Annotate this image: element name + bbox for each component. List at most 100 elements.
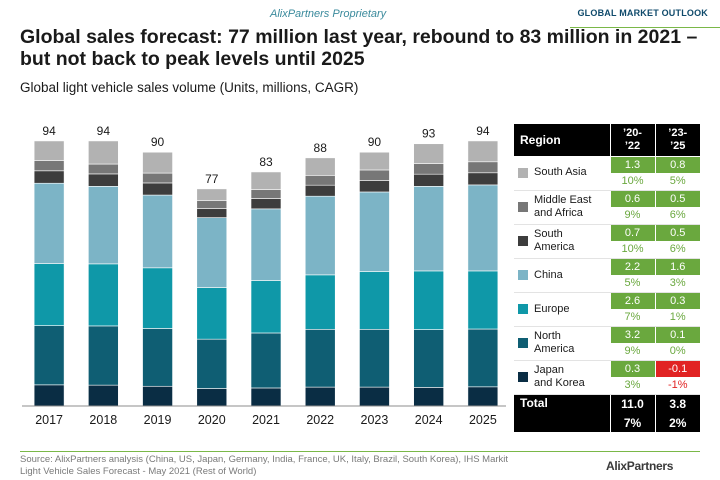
bar-segment: [88, 173, 119, 187]
cagr-cell: 3%: [609, 377, 655, 395]
volume-change-cell: -0.1: [654, 359, 700, 377]
period-1-line-1: ’20-: [623, 126, 642, 139]
region-name-line-1: Middle East: [534, 194, 592, 206]
bar-segment: [304, 184, 336, 197]
bar-segment: [359, 386, 390, 407]
source-line-1: Source: AlixPartners analysis (China, US…: [20, 454, 509, 465]
bar-segment: [250, 189, 282, 199]
legend-swatch: [518, 167, 528, 178]
total-label: Total: [514, 394, 610, 432]
alixpartners-logo: AlixPartners: [606, 459, 674, 473]
region-row-values: Middle East and Africa 0.6 0.5: [514, 189, 700, 225]
bar-total-label: 93: [422, 127, 436, 141]
bar-segment: [467, 270, 499, 330]
bar-segment: [33, 325, 65, 386]
region-table: Region ’20- ’22 ’23- ’25 South Asia 1.3 0.8 1…: [514, 124, 700, 432]
bar-segment: [304, 386, 336, 407]
bar-segment: [304, 328, 336, 388]
bar-total-label: 90: [368, 135, 382, 149]
bar-segment: [467, 328, 499, 388]
region-name-line-1: South Asia: [534, 166, 587, 179]
volume-change-cell: 0.5: [654, 223, 700, 241]
cagr-cell: 6%: [654, 241, 700, 259]
region-row-values: North America 3.2 0.1: [514, 325, 700, 361]
period-2-line-2: ’25: [670, 139, 686, 152]
x-tick-label: 2023: [361, 413, 389, 427]
bar-segment: [250, 198, 282, 210]
volume-change-cell: 1.6: [654, 257, 700, 275]
cagr-cell: -1%: [654, 377, 700, 395]
region-label-cell: North America: [514, 326, 610, 361]
bar-segment: [142, 267, 173, 329]
volume-change-cell: 0.1: [654, 325, 700, 343]
region-row-cagr: 9% 0%: [514, 343, 700, 361]
region-row-cagr: 9% 6%: [514, 207, 700, 225]
cagr-cell: 9%: [609, 207, 655, 225]
x-tick-label: 2019: [144, 413, 172, 427]
bar-segment: [250, 280, 282, 334]
cagr-cell: 0%: [654, 343, 700, 361]
bar-segment: [196, 287, 228, 340]
region-name: North America: [534, 330, 574, 356]
total-cagr-row: 7% 2%: [514, 413, 700, 432]
cagr-cell: 6%: [654, 207, 700, 225]
region-name-line-2: America: [534, 241, 575, 253]
legend-swatch: [518, 270, 528, 280]
volume-change-cell: 0.7: [609, 223, 655, 241]
bar-segment: [413, 270, 444, 330]
bar-segment: [33, 160, 65, 172]
region-name-line-1: Europe: [534, 302, 570, 315]
bar-segment: [33, 384, 65, 407]
page-title: Global sales forecast: 77 million last y…: [20, 26, 698, 70]
x-tick-label: 2018: [89, 413, 117, 427]
region-label-cell: South America: [514, 224, 610, 259]
bar-segment: [413, 186, 444, 272]
bar-segment: [359, 180, 390, 193]
volume-change-cell: 0.3: [609, 359, 655, 377]
period-1-line-2: ’22: [624, 139, 641, 152]
region-name-line-1: North: [534, 330, 561, 342]
bar-segment: [142, 328, 173, 387]
bar-segment: [196, 338, 228, 389]
region-header: Region: [514, 124, 610, 156]
bar-segment: [359, 191, 390, 272]
region-label-cell: Europe: [514, 292, 610, 327]
region-row-values: Japan and Korea 0.3 -0.1: [514, 359, 700, 395]
region-row-cagr: 10% 6%: [514, 241, 700, 259]
region-row-values: South Asia 1.3 0.8: [514, 155, 700, 191]
source-note: Source: AlixPartners analysis (China, US…: [20, 454, 580, 478]
bar-segment: [304, 195, 336, 276]
region-row-cagr: 5% 3%: [514, 275, 700, 293]
bar-segment: [142, 194, 173, 269]
x-tick-label: 2025: [469, 413, 497, 427]
bar-segment: [33, 182, 65, 264]
source-line-2: Light Vehicle Sales Forecast - May 2021 …: [20, 466, 257, 477]
region-row-cagr: 7% 1%: [514, 309, 700, 327]
x-tick-label: 2021: [252, 413, 280, 427]
bar-segment: [88, 384, 119, 407]
bar-segment: [250, 208, 282, 281]
bar-segment: [196, 188, 228, 202]
period-2020-2022-header: ’20- ’22: [609, 124, 655, 156]
legend-swatch: [518, 236, 528, 246]
total-cagr-cell: 2%: [654, 413, 700, 432]
period-2-line-1: ’23-: [668, 126, 688, 139]
volume-change-cell: 1.3: [609, 155, 655, 173]
cagr-cell: 10%: [609, 173, 655, 191]
region-row-cagr: 10% 5%: [514, 173, 700, 191]
volume-change-cell: 0.6: [609, 189, 655, 207]
region-row-values: China 2.2 1.6: [514, 257, 700, 293]
total-volume-cell: 3.8: [654, 394, 700, 413]
bar-segment: [196, 208, 228, 218]
legend-swatch: [518, 202, 528, 212]
cagr-cell: 3%: [654, 275, 700, 293]
volume-change-cell: 2.2: [609, 257, 655, 275]
bar-segment: [196, 217, 228, 288]
section-badge: GLOBAL MARKET OUTLOOK: [577, 8, 708, 18]
cagr-cell: 9%: [609, 343, 655, 361]
region-label-cell: Japan and Korea: [514, 360, 610, 395]
bar-segment: [413, 387, 444, 407]
bar-segment: [467, 386, 499, 407]
region-name: Middle East and Africa: [534, 194, 591, 220]
region-row-values: Europe 2.6 0.3: [514, 291, 700, 327]
